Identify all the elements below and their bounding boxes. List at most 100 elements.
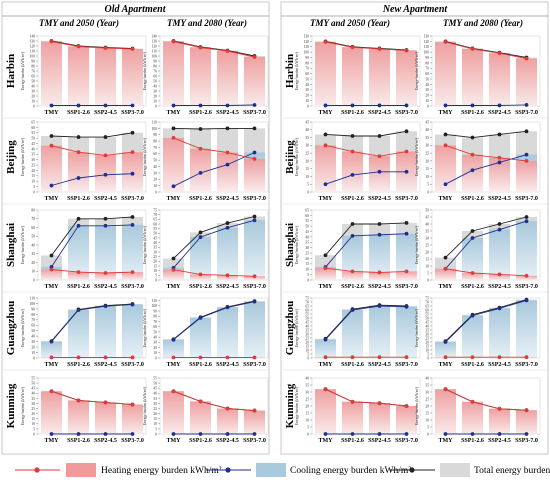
y-tick-label: 25 (425, 397, 429, 401)
heating-point (497, 355, 502, 360)
y-tick-label: 5 (307, 273, 309, 277)
heating-line (325, 388, 407, 407)
y-tick-label: 20 (153, 94, 157, 98)
cooling-point (377, 169, 382, 174)
cooling-point (49, 103, 54, 108)
heating-bar (40, 269, 63, 280)
cooling-line (173, 152, 255, 187)
y-tick-label: 30 (305, 144, 309, 148)
cooling-point (443, 182, 448, 187)
total-point (225, 221, 230, 225)
total-point (49, 253, 54, 258)
x-tick-label: SSP1-2.6 (67, 438, 90, 444)
group-title-old: Old Apartment (104, 4, 166, 15)
y-tick-label: 40 (305, 235, 309, 239)
y-tick-label: 10 (31, 270, 35, 274)
y-tick-label: 60 (305, 72, 309, 76)
y-tick-label: 120 (30, 44, 36, 48)
heating-bar (515, 58, 538, 106)
heating-point (377, 401, 382, 406)
cooling-point (198, 235, 203, 239)
total-point (443, 132, 448, 137)
heating-bar (461, 48, 484, 106)
y-tick-label: 130 (152, 39, 158, 43)
y-tick-label: 5 (427, 183, 429, 187)
plot-area (311, 121, 421, 193)
y-tick-label: 80 (31, 208, 35, 212)
legend-total-marker (409, 467, 415, 473)
y-tick-label: 60 (153, 325, 157, 329)
plot-area (159, 121, 269, 193)
cooling-point (323, 182, 328, 187)
heating-bar (341, 401, 364, 434)
heating-point (443, 266, 448, 271)
y-tick-label: 30 (305, 88, 309, 92)
x-tick-label: TMY (45, 362, 60, 368)
panel-beijing-4: 0 5 10 15 20 25 30 35 40 45 Energy burden (kWh/m²)… (415, 120, 541, 202)
heating-bar (395, 271, 418, 280)
cooling-line (325, 305, 407, 340)
heating-bar (189, 47, 212, 106)
heating-point (130, 355, 135, 360)
heating-point (49, 267, 54, 272)
total-line (325, 304, 407, 340)
y-tick-label: 15 (425, 257, 429, 261)
y-tick-label: 80 (31, 313, 35, 317)
panel-beijing-2: 0 10 20 30 40 50 60 70 80 90 100 110 Energy burden (… (143, 120, 269, 202)
heating-bar (461, 401, 484, 434)
heating-line (173, 390, 255, 412)
cooling-point (49, 432, 54, 436)
y-tick-label: 10 (425, 175, 429, 179)
y-tick-label: 20 (31, 345, 35, 349)
heating-bar (243, 410, 266, 434)
y-tick-label: 15 (425, 344, 429, 348)
y-tick-label: 30 (31, 340, 35, 344)
cooling-point (103, 223, 108, 228)
y-tick-label: 50 (153, 381, 157, 385)
heating-point (350, 45, 355, 50)
x-tick-label: SSP2-4.5 (368, 438, 391, 444)
y-tick-label: 45 (425, 320, 429, 324)
x-tick-label: SSP2-4.5 (94, 196, 117, 202)
y-tick-label: 45 (31, 387, 35, 391)
x-tick-label: TMY (167, 362, 182, 368)
heating-bar (434, 145, 457, 192)
heating-point (103, 400, 108, 405)
total-line (51, 40, 133, 49)
y-tick-label: 70 (153, 213, 157, 217)
cooling-point (252, 299, 257, 304)
cooling-line (173, 301, 255, 341)
y-tick-label: 15 (305, 344, 309, 348)
total-point (470, 135, 475, 140)
total-point (171, 126, 176, 131)
heating-line (173, 41, 255, 58)
cooling-bar (461, 238, 484, 280)
y-tick-label: 45 (305, 120, 309, 124)
cooling-point (171, 432, 176, 436)
plot-area (431, 35, 541, 107)
y-tick-label: 5 (427, 352, 429, 356)
plot-area (311, 209, 421, 281)
cooling-bar (40, 341, 63, 358)
y-tick-label: 140 (30, 34, 36, 38)
cooling-bar (368, 306, 391, 358)
y-tick-label: 10 (305, 418, 309, 422)
x-tick-label: TMY (45, 438, 60, 444)
x-tick-label: SSP1-2.6 (461, 438, 484, 444)
heating-bar (67, 46, 90, 106)
heating-point (252, 157, 257, 161)
cooling-bar (67, 310, 90, 358)
heating-bar (341, 47, 364, 106)
heating-point (76, 398, 81, 403)
y-tick-label: 20 (425, 94, 429, 98)
cooling-point (497, 227, 502, 232)
cooling-point (524, 152, 529, 157)
cooling-point (225, 225, 230, 230)
x-tick-label: TMY (45, 196, 60, 202)
y-tick-label: 20 (305, 94, 309, 98)
y-tick-label: 70 (31, 69, 35, 73)
heating-bar (461, 154, 484, 192)
cooling-point (470, 103, 475, 108)
y-tick-label: 15 (31, 417, 35, 421)
heating-bar (461, 273, 484, 280)
